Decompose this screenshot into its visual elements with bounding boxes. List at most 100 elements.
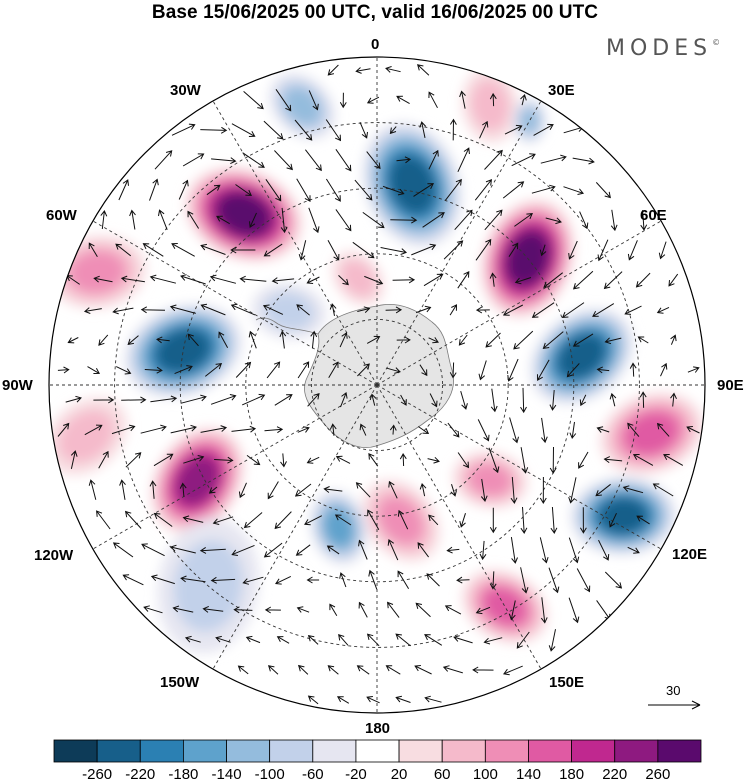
wind-arrow-148 xyxy=(310,330,318,349)
wind-arrow-327 xyxy=(329,603,338,616)
wind-arrow-35 xyxy=(366,151,381,170)
wind-arrow-217 xyxy=(447,422,460,438)
wind-arrow-101 xyxy=(120,275,145,283)
wind-arrow-318 xyxy=(548,567,560,594)
wind-arrow-50 xyxy=(325,178,341,202)
meridian-30 xyxy=(376,100,542,386)
wind-arrow-9 xyxy=(396,95,410,105)
wind-arrow-33 xyxy=(305,149,322,172)
wind-arrow-174 xyxy=(449,362,457,379)
wind-arrow-248 xyxy=(119,479,126,500)
wind-arrow-193 xyxy=(369,393,377,406)
wind-arrow-332 xyxy=(475,606,491,615)
wind-arrow-321 xyxy=(143,605,163,614)
wind-arrow-304 xyxy=(122,574,144,586)
wind-arrow-242 xyxy=(549,446,557,474)
latitude-circle-3 xyxy=(114,122,640,648)
wind-arrow-179 xyxy=(596,366,610,374)
wind-arrow-177 xyxy=(537,359,550,381)
wind-arrow-274 xyxy=(304,515,323,526)
wind-arrow-144 xyxy=(187,333,199,347)
wind-arrow-220 xyxy=(541,417,548,444)
wind-arrow-123 xyxy=(169,304,196,314)
wind-arrow-335 xyxy=(568,597,580,624)
wind-arrow-19 xyxy=(325,119,342,142)
brand-name: MODES xyxy=(606,36,713,61)
colorbar-tick-label: -60 xyxy=(301,766,324,783)
wind-arrow-314 xyxy=(426,573,440,587)
wind-arrow-303 xyxy=(627,546,640,554)
wind-arrow-331 xyxy=(444,605,462,615)
wind-arrow-224 xyxy=(656,422,670,437)
anomaly-cell-16 xyxy=(251,282,327,340)
wind-arrow-294 xyxy=(358,539,368,560)
colorbar-swatch-14 xyxy=(657,739,702,763)
wind-arrow-308 xyxy=(242,576,264,585)
latitude-circle-2 xyxy=(179,187,575,583)
wind-arrow-173 xyxy=(419,364,428,377)
wind-arrow-167 xyxy=(235,361,252,378)
wind-arrow-298 xyxy=(479,540,487,561)
wind-arrow-307 xyxy=(210,576,236,584)
wind-arrow-236 xyxy=(368,453,379,467)
wind-arrow-333 xyxy=(508,600,516,621)
anomaly-cell-8 xyxy=(462,569,548,644)
wind-arrow-229 xyxy=(153,453,174,467)
colorbar-swatch-8 xyxy=(398,739,443,763)
wind-arrow-132 xyxy=(449,304,458,316)
wind-arrow-350 xyxy=(237,665,249,675)
wind-arrow-282 xyxy=(550,506,558,534)
wind-arrow-85 xyxy=(263,243,283,257)
wind-arrow-251 xyxy=(208,486,218,494)
wind-arrow-153 xyxy=(458,334,468,346)
lon-label-30e: 30E xyxy=(548,82,575,99)
wind-arrow-125 xyxy=(230,303,256,316)
wind-arrow-287 xyxy=(141,543,165,557)
anomaly-cell-10 xyxy=(310,490,368,565)
wind-arrow-322 xyxy=(172,605,194,613)
anomaly-cell-1 xyxy=(185,167,303,262)
map-border xyxy=(48,56,706,714)
wind-arrow-96 xyxy=(597,239,609,262)
wind-arrow-253 xyxy=(267,481,279,500)
wind-arrow-21 xyxy=(389,126,397,135)
wind-arrow-316 xyxy=(489,571,497,590)
wind-arrow-17 xyxy=(263,120,284,140)
wind-arrow-348 xyxy=(516,631,530,649)
wind-arrow-212 xyxy=(297,426,310,433)
reference-arrow xyxy=(648,700,701,710)
wind-arrow-134 xyxy=(502,304,524,316)
wind-arrow-337 xyxy=(184,635,201,643)
wind-arrow-129 xyxy=(357,306,371,313)
wind-arrow-63 xyxy=(187,210,200,229)
wind-arrow-328 xyxy=(358,601,368,618)
wind-arrow-273 xyxy=(274,511,292,530)
wind-arrow-257 xyxy=(388,480,398,499)
wind-arrow-192 xyxy=(340,392,348,408)
wind-arrow-161 xyxy=(57,366,70,374)
wind-arrow-360 xyxy=(307,695,319,705)
wind-arrow-57 xyxy=(531,184,556,194)
wind-arrow-28 xyxy=(154,150,173,170)
anomaly-cell-12 xyxy=(461,67,519,143)
wind-arrow-15 xyxy=(200,126,228,134)
wind-arrow-29 xyxy=(182,153,205,167)
wind-arrow-131 xyxy=(415,305,432,314)
lon-label-60e: 60E xyxy=(640,207,667,224)
wind-arrow-150 xyxy=(366,335,381,344)
modes-logo: MODES© xyxy=(606,36,720,61)
wind-arrow-25 xyxy=(504,124,523,135)
anomaly-contour xyxy=(176,456,219,505)
wind-arrow-232 xyxy=(246,454,261,466)
wind-arrow-239 xyxy=(457,452,470,469)
wind-arrow-325 xyxy=(264,606,281,614)
wind-arrow-11 xyxy=(459,90,466,109)
wind-arrow-208 xyxy=(170,424,197,434)
wind-arrow-187 xyxy=(180,394,207,404)
wind-arrow-120 xyxy=(83,307,102,314)
wind-arrow-189 xyxy=(241,393,266,406)
anomaly-contour xyxy=(520,108,539,134)
wind-arrow-329 xyxy=(387,601,400,618)
colorbar-swatch-3 xyxy=(182,739,227,763)
colorbar-tick-label: 140 xyxy=(515,766,541,783)
